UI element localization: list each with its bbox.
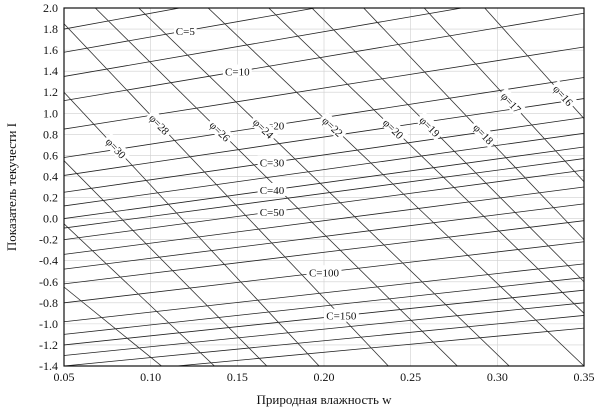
x-tick-label: 0.30 — [487, 370, 508, 384]
curve-labels: C=5C=10C=20C=30C=40C=50C=100C=150φ=16φ=1… — [101, 23, 579, 323]
cohesion-line — [64, 98, 584, 176]
friction-angle-label-bg — [497, 87, 527, 118]
cohesion-line — [172, 327, 584, 366]
friction-angle-label-bg — [378, 113, 409, 143]
cohesion-line — [64, 169, 584, 241]
cohesion-line — [64, 146, 584, 219]
cohesion-label-bg — [257, 182, 287, 196]
y-tick-label: 0.8 — [43, 127, 58, 141]
friction-angle-line — [64, 286, 163, 366]
friction-angle-label-bg — [248, 113, 279, 143]
cohesion-line — [64, 8, 318, 53]
cohesion-label-bg — [222, 64, 252, 78]
cohesion-label: C=150 — [326, 311, 357, 323]
y-tick-label: 1.6 — [43, 43, 58, 57]
friction-angle-line — [138, 8, 510, 366]
friction-angle-line — [207, 8, 584, 366]
cohesion-line — [64, 277, 584, 335]
y-tick-label: 0.6 — [43, 148, 58, 162]
cohesion-line — [64, 220, 584, 285]
friction-angle-line — [363, 8, 584, 240]
friction-angle-line — [64, 160, 268, 366]
x-tick-label: 0.35 — [574, 370, 595, 384]
y-tick-label: 0.2 — [43, 191, 58, 205]
cohesion-label: C=30 — [260, 157, 285, 169]
y-tick-label: -0.6 — [39, 275, 58, 289]
y-tick-label: 1.0 — [43, 106, 58, 120]
x-tick-label: 0.05 — [54, 370, 75, 384]
cohesion-line — [64, 302, 584, 356]
friction-angle-label-bg — [101, 132, 131, 163]
friction-angle-label-group: φ=16 — [549, 80, 579, 111]
y-tick-label: 0.4 — [43, 169, 58, 183]
friction-angle-label-bg — [205, 116, 236, 146]
cohesion-line — [64, 132, 584, 207]
cohesion-label: C=5 — [176, 26, 196, 38]
x-tick-label: 0.10 — [140, 370, 161, 384]
y-tick-label: 2.0 — [43, 1, 58, 15]
cohesion-label-bg — [174, 23, 197, 37]
x-axis-title: Природная влажность w — [256, 392, 392, 407]
cohesion-label-bg — [257, 155, 287, 169]
y-tick-label: -1.0 — [39, 317, 58, 331]
friction-angle-label-bg — [469, 118, 499, 149]
friction-angle-line — [268, 8, 584, 314]
y-tick-label: -1.4 — [39, 359, 58, 373]
x-tick-label: 0.15 — [227, 370, 248, 384]
y-tick-label: 1.4 — [43, 64, 58, 78]
friction-angle-label-bg — [318, 111, 348, 141]
y-tick-label: -0.2 — [39, 233, 58, 247]
cohesion-line — [64, 203, 584, 270]
y-tick-labels: 2.0 1.8 1.6 1.4 1.2 1.0 0.8 0.6 0.4 0.2 0.0 -0.2 -0.… — [39, 1, 58, 373]
cohesion-label-bg — [323, 308, 359, 322]
friction-angle-line — [311, 8, 584, 283]
friction-angle-label-bg — [549, 80, 579, 111]
cohesion-line — [64, 12, 584, 102]
cohesion-line — [64, 8, 465, 77]
plot-frame — [63, 7, 585, 367]
y-tick-label: -1.2 — [39, 338, 58, 352]
cohesion-line — [64, 186, 584, 255]
y-tick-label: -0.4 — [39, 254, 58, 268]
cohesion-line — [64, 158, 584, 229]
y-tick-label: 1.2 — [43, 85, 58, 99]
y-tick-label: 0.0 — [43, 212, 58, 226]
x-tick-label: 0.20 — [314, 370, 335, 384]
cohesion-label: C=100 — [309, 267, 340, 279]
cohesion-label: C=10 — [225, 67, 250, 79]
cohesion-line — [64, 263, 584, 323]
x-tick-label: 0.25 — [400, 370, 421, 384]
y-axis-title: Показатель текучести I — [4, 123, 19, 251]
cohesion-line — [64, 8, 182, 30]
y-tick-label: -0.8 — [39, 296, 58, 310]
cohesion-line — [64, 117, 584, 193]
cohesion-label-bg — [306, 265, 342, 279]
friction-angle-line — [64, 223, 216, 366]
x-tick-labels: 0.05 0.10 0.15 0.20 0.25 0.30 0.35 — [54, 370, 595, 384]
friction-angle-label-bg — [145, 109, 175, 139]
cohesion-label: C=40 — [260, 185, 285, 197]
friction-angle-label-bg — [415, 111, 445, 141]
cohesion-label: C=50 — [260, 207, 285, 219]
cohesion-label-bg — [257, 204, 287, 218]
y-tick-label: 1.8 — [43, 22, 58, 36]
